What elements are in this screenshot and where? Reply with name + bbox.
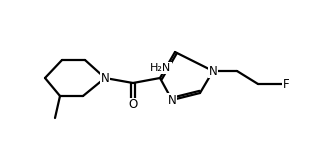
Text: F: F xyxy=(283,78,289,90)
Text: N: N xyxy=(209,65,217,78)
Text: N: N xyxy=(100,71,109,85)
Text: H₂N: H₂N xyxy=(149,63,171,73)
Text: N: N xyxy=(167,94,176,107)
Text: O: O xyxy=(128,99,138,111)
